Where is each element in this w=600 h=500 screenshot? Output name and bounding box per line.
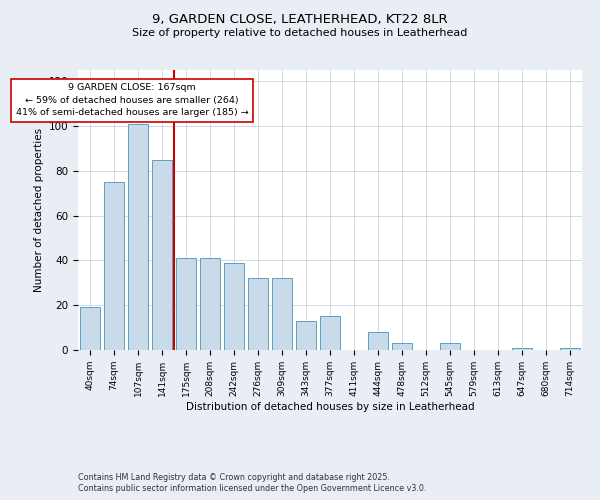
Bar	[392, 344, 412, 350]
Bar	[272, 278, 292, 350]
Text: Size of property relative to detached houses in Leatherhead: Size of property relative to detached ho…	[133, 28, 467, 38]
X-axis label: Distribution of detached houses by size in Leatherhead: Distribution of detached houses by size …	[185, 402, 475, 411]
Bar	[152, 160, 172, 350]
Bar	[200, 258, 220, 350]
Bar	[512, 348, 532, 350]
Bar	[560, 348, 580, 350]
Bar	[368, 332, 388, 350]
Bar	[80, 308, 100, 350]
Bar	[176, 258, 196, 350]
Bar	[440, 344, 460, 350]
Bar	[128, 124, 148, 350]
Bar	[296, 321, 316, 350]
Bar	[104, 182, 124, 350]
Bar	[224, 262, 244, 350]
Text: Contains public sector information licensed under the Open Government Licence v3: Contains public sector information licen…	[78, 484, 427, 493]
Text: Contains HM Land Registry data © Crown copyright and database right 2025.: Contains HM Land Registry data © Crown c…	[78, 472, 390, 482]
Y-axis label: Number of detached properties: Number of detached properties	[34, 128, 44, 292]
Bar	[248, 278, 268, 350]
Bar	[320, 316, 340, 350]
Text: 9, GARDEN CLOSE, LEATHERHEAD, KT22 8LR: 9, GARDEN CLOSE, LEATHERHEAD, KT22 8LR	[152, 12, 448, 26]
Text: 9 GARDEN CLOSE: 167sqm
← 59% of detached houses are smaller (264)
41% of semi-de: 9 GARDEN CLOSE: 167sqm ← 59% of detached…	[16, 84, 248, 117]
